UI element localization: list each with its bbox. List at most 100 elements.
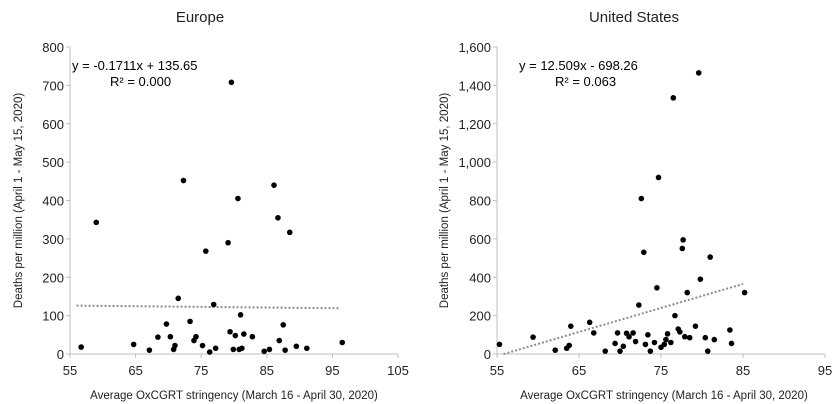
data-point <box>261 348 267 355</box>
data-point <box>647 348 654 354</box>
data-point <box>155 334 161 340</box>
data-point <box>695 70 702 76</box>
chart-panel-2: United States 0 200 400 600 800 1,000 1,200 1,40… <box>439 9 832 402</box>
data-point <box>193 333 199 340</box>
trend-line <box>503 283 744 356</box>
data-point <box>642 341 649 348</box>
data-point <box>225 239 231 246</box>
data-point <box>232 332 239 339</box>
y-tick-label: 700 <box>42 78 64 93</box>
data-point <box>180 177 187 184</box>
chart-panel-1: Europe 0 100 200 300 400 500 600 700 800 55 65 75 85 9… <box>13 9 409 402</box>
data-point <box>711 336 718 343</box>
x-axis-label: Average OxCGRT stringency (March 16 - Ap… <box>90 390 378 402</box>
data-point <box>530 334 536 340</box>
data-point <box>640 249 647 256</box>
y-tick-label: 500 <box>42 155 64 170</box>
data-point <box>672 312 678 319</box>
data-point <box>566 342 572 349</box>
y-tick-label: 800 <box>469 194 491 209</box>
x-tick-label: 55 <box>63 363 77 378</box>
data-point <box>496 341 503 348</box>
x-tick-label: 75 <box>194 363 208 378</box>
data-point <box>187 318 193 325</box>
data-point <box>663 336 669 343</box>
y-tick-label: 300 <box>42 232 64 247</box>
data-point <box>172 342 178 349</box>
data-point <box>286 229 293 236</box>
data-point <box>271 182 277 188</box>
data-point <box>670 95 677 101</box>
data-point <box>146 347 153 353</box>
y-tick-label: 1,400 <box>458 78 491 93</box>
data-point <box>568 323 574 329</box>
data-point <box>702 334 709 341</box>
data-point <box>552 347 559 353</box>
y-tick-label: 1,000 <box>458 155 491 170</box>
y-tick-label: 800 <box>42 40 64 55</box>
data-point <box>617 348 623 354</box>
data-point <box>276 337 283 344</box>
data-point <box>167 333 174 340</box>
data-point <box>199 342 206 349</box>
data-point <box>228 79 235 86</box>
data-point <box>728 340 735 347</box>
trend-r-squared: R² = 0.000 <box>110 74 171 89</box>
chart-title: United States <box>589 9 679 26</box>
trend-r-squared: R² = 0.063 <box>555 74 616 89</box>
data-point <box>304 345 310 352</box>
data-point <box>202 248 209 254</box>
y-tick-label: 100 <box>42 309 64 324</box>
y-axis-label: Deaths per million (April 1 - May 15, 20… <box>439 93 451 309</box>
data-point <box>614 330 621 336</box>
data-point <box>175 295 182 302</box>
x-tick-label: 75 <box>654 363 668 378</box>
data-point <box>677 329 683 335</box>
data-point <box>210 301 217 308</box>
data-point <box>590 330 597 336</box>
x-tick-label: 95 <box>818 363 832 378</box>
data-point <box>620 343 627 350</box>
data-point <box>237 312 244 318</box>
data-point <box>235 195 241 202</box>
y-tick-label: 1,600 <box>458 40 491 55</box>
data-point <box>681 333 688 340</box>
data-point <box>293 343 300 350</box>
data-point <box>654 285 660 291</box>
data-point <box>664 331 671 337</box>
data-point <box>686 334 693 341</box>
data-point <box>626 333 632 340</box>
data-point <box>282 347 288 353</box>
data-point <box>586 319 593 326</box>
data-point <box>651 339 658 346</box>
y-tick-label: 0 <box>57 347 64 362</box>
data-point <box>206 349 213 355</box>
data-point <box>680 237 686 243</box>
data-point <box>230 346 237 353</box>
x-axis-label: Average OxCGRT stringency (March 16 - Ap… <box>520 390 808 402</box>
data-point <box>612 340 618 347</box>
data-point <box>632 338 639 345</box>
data-point <box>239 345 245 352</box>
data-point <box>741 289 748 296</box>
data-point <box>645 332 651 338</box>
data-point <box>668 339 674 346</box>
y-tick-label: 200 <box>42 270 64 285</box>
y-tick-label: 400 <box>469 270 491 285</box>
y-tick-label: 200 <box>469 309 491 324</box>
data-point <box>636 302 642 308</box>
x-tick-label: 55 <box>490 363 504 378</box>
y-tick-label: 600 <box>469 232 491 247</box>
data-point <box>212 345 219 352</box>
trend-equation: y = 12.509x - 698.26 <box>519 58 638 73</box>
data-point <box>638 195 645 202</box>
y-tick-label: 600 <box>42 117 64 132</box>
y-tick-label: 0 <box>484 347 491 362</box>
data-point <box>684 289 691 296</box>
data-point <box>727 327 733 333</box>
data-point <box>241 331 247 337</box>
data-point <box>339 339 346 346</box>
data-point <box>249 333 256 340</box>
